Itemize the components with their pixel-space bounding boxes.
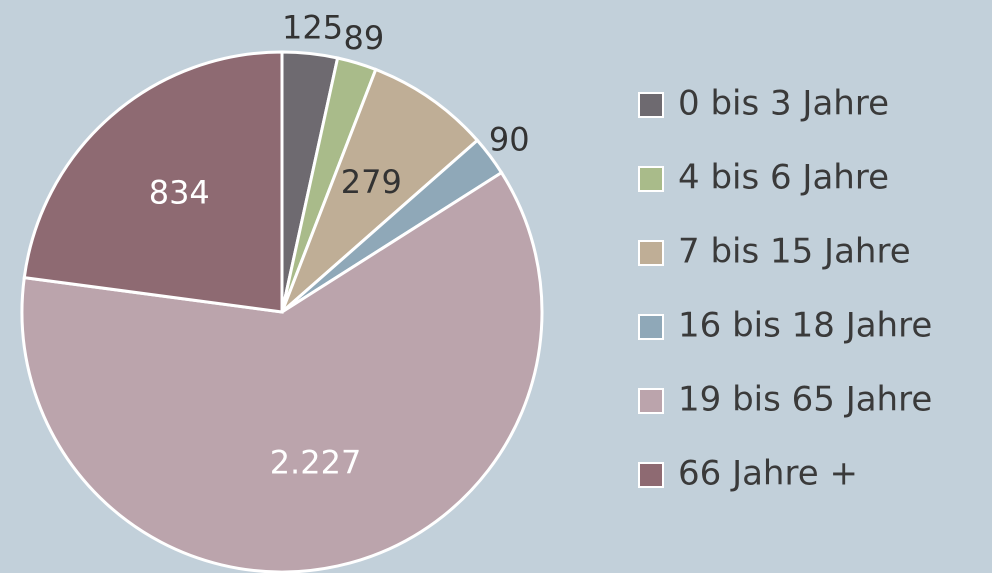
pie-slice: [280, 67, 480, 314]
pie-slice: [20, 170, 544, 573]
data-label: 2.227: [270, 443, 362, 481]
legend-label: 4 bis 6 Jahre: [678, 158, 889, 198]
legend-swatch: [638, 166, 664, 192]
legend-swatch: [638, 388, 664, 414]
legend-swatch: [638, 240, 664, 266]
data-label: 90: [489, 121, 530, 159]
legend-swatch: [638, 462, 664, 488]
data-label: 834: [149, 174, 210, 212]
legend-label: 19 bis 65 Jahre: [678, 380, 932, 420]
legend-label: 0 bis 3 Jahre: [678, 84, 889, 124]
legend-label: 16 bis 18 Jahre: [678, 306, 932, 346]
data-label: 125: [282, 9, 343, 47]
pie-slice: [22, 50, 284, 314]
legend-swatch: [638, 314, 664, 340]
data-label: 89: [343, 19, 384, 57]
legend-label: 7 bis 15 Jahre: [678, 232, 911, 272]
legend-swatch: [638, 92, 664, 118]
legend-label: 66 Jahre +: [678, 454, 858, 494]
data-label: 279: [341, 163, 402, 201]
